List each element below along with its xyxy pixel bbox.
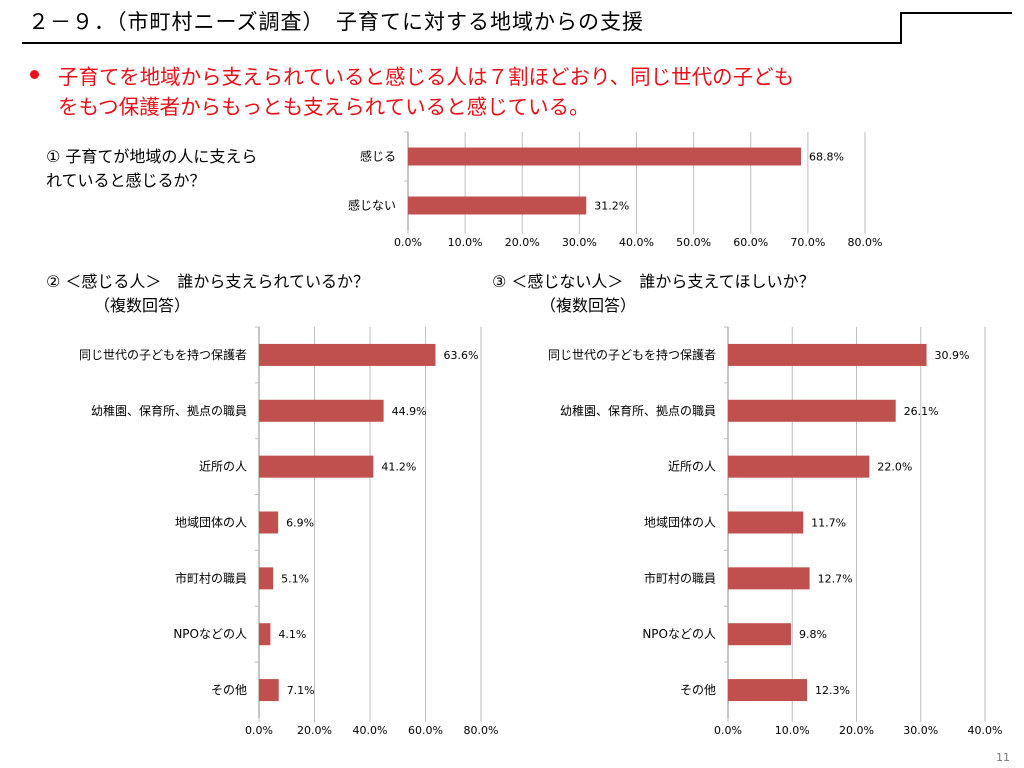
chart-3-data-label: 26.1% bbox=[904, 405, 939, 418]
chart-3-bar bbox=[728, 679, 808, 702]
chart-2-bar bbox=[259, 623, 271, 646]
chart-3-category-label: 市町村の職員 bbox=[644, 570, 716, 585]
question-3-line-1: ③ ＜感じない人＞ 誰から支えてほしいか？ bbox=[492, 272, 815, 291]
question-3: ③ ＜感じない人＞ 誰から支えてほしいか？ （複数回答） bbox=[492, 270, 815, 318]
corner-frame-top bbox=[900, 12, 1012, 14]
chart-3-bar bbox=[728, 455, 870, 478]
chart-2-data-label: 63.6% bbox=[443, 349, 478, 362]
chart-3-bar bbox=[728, 399, 896, 422]
chart-1-tick-label: 10.0% bbox=[448, 236, 483, 249]
question-2-line-2: （複数回答） bbox=[94, 296, 191, 315]
chart-1-category-label: 感じない bbox=[348, 198, 396, 213]
chart-1-tick-label: 40.0% bbox=[619, 236, 654, 249]
question-1-line-2: れていると感じるか？ bbox=[46, 171, 206, 190]
page-number: 11 bbox=[996, 751, 1010, 764]
chart-1-tick-label: 30.0% bbox=[562, 236, 597, 249]
chart-1-bar bbox=[408, 196, 587, 215]
chart-3-category-label: 同じ世代の子どもを持つ保護者 bbox=[548, 347, 716, 362]
chart-3-category-label: 幼稚園、保育所、拠点の職員 bbox=[560, 403, 716, 418]
chart-3-data-label: 9.8% bbox=[799, 628, 827, 641]
chart-2-tick-label: 40.0% bbox=[353, 724, 388, 737]
chart-2-data-label: 6.9% bbox=[286, 517, 314, 530]
question-2-line-1: ② ＜感じる人＞ 誰から支えられているか？ bbox=[46, 272, 369, 291]
summary-line-2: をもつ保護者からもっとも支えられていると感じている。 bbox=[58, 95, 590, 119]
chart-2-category-label: NPOなどの人 bbox=[173, 627, 247, 641]
question-3-line-2: （複数回答） bbox=[540, 296, 637, 315]
chart-3-data-label: 12.7% bbox=[818, 572, 853, 585]
chart-3-bar bbox=[728, 343, 927, 366]
chart-2-bar bbox=[259, 455, 374, 478]
summary-text: 子育てを地域から支えられていると感じる人は７割ほどおり、同じ世代の子ども をもつ… bbox=[58, 62, 1008, 122]
chart-2-category-label: 市町村の職員 bbox=[175, 570, 247, 585]
chart-2-category-label: 幼稚園、保育所、拠点の職員 bbox=[91, 403, 247, 418]
chart-1-data-label: 31.2% bbox=[594, 200, 629, 213]
chart-2-tick-label: 20.0% bbox=[297, 724, 332, 737]
chart-2-data-label: 44.9% bbox=[392, 405, 427, 418]
chart-2-tick-label: 60.0% bbox=[408, 724, 443, 737]
chart-3-tick-label: 30.0% bbox=[903, 724, 938, 737]
chart-3-tick-label: 10.0% bbox=[775, 724, 810, 737]
chart-3-bar bbox=[728, 567, 810, 590]
chart-3-category-label: NPOなどの人 bbox=[642, 627, 716, 641]
chart-2-category-label: 同じ世代の子どもを持つ保護者 bbox=[79, 347, 247, 362]
chart-1-category-label: 感じる bbox=[360, 149, 396, 164]
chart-2-bar bbox=[259, 511, 279, 534]
chart-2-data-label: 5.1% bbox=[281, 572, 309, 585]
chart-2-tick-label: 80.0% bbox=[464, 724, 499, 737]
chart-1-tick-label: 20.0% bbox=[505, 236, 540, 249]
chart-3-bar bbox=[728, 623, 791, 646]
chart-3-data-label: 22.0% bbox=[877, 461, 912, 474]
chart-2-data-label: 4.1% bbox=[278, 628, 306, 641]
chart-1-tick-label: 0.0% bbox=[394, 236, 422, 249]
chart-3-data-label: 12.3% bbox=[815, 684, 850, 697]
summary-line-1: 子育てを地域から支えられていると感じる人は７割ほどおり、同じ世代の子ども bbox=[58, 65, 795, 89]
chart-2-data-label: 7.1% bbox=[287, 684, 315, 697]
chart-1-bar bbox=[408, 147, 802, 166]
chart-2-bar bbox=[259, 343, 436, 366]
chart-1-tick-label: 80.0% bbox=[848, 236, 883, 249]
chart-3-tick-label: 40.0% bbox=[968, 724, 1003, 737]
title-rule bbox=[22, 42, 900, 44]
chart-3-category-label: 近所の人 bbox=[668, 460, 716, 474]
chart-2-category-label: その他 bbox=[211, 683, 247, 697]
chart-3-tick-label: 20.0% bbox=[839, 724, 874, 737]
slide-title: ２－９．（市町村ニーズ調査） 子育てに対する地域からの支援 bbox=[28, 10, 644, 34]
chart-3-tick-label: 0.0% bbox=[714, 724, 742, 737]
chart-3-data-label: 30.9% bbox=[935, 349, 970, 362]
chart-3-category-label: 地域団体の人 bbox=[644, 516, 716, 530]
chart-3-data-label: 11.7% bbox=[811, 517, 846, 530]
chart-2-bar bbox=[259, 567, 274, 590]
chart-3-category-label: その他 bbox=[680, 683, 716, 697]
question-1: ① 子育てが地域の人に支えら れていると感じるか？ bbox=[46, 145, 257, 193]
chart-2-bar bbox=[259, 399, 384, 422]
chart-3-bar bbox=[728, 511, 804, 534]
chart-2-category-label: 地域団体の人 bbox=[175, 516, 247, 530]
chart-2-data-label: 41.2% bbox=[381, 461, 416, 474]
chart-1-tick-label: 70.0% bbox=[790, 236, 825, 249]
chart-2-bar bbox=[259, 679, 279, 702]
chart-2-tick-label: 0.0% bbox=[245, 724, 273, 737]
question-1-line-1: ① 子育てが地域の人に支えら bbox=[46, 147, 258, 166]
chart-1-tick-label: 50.0% bbox=[676, 236, 711, 249]
corner-frame-side bbox=[900, 12, 902, 44]
bullet-icon bbox=[30, 70, 39, 79]
chart-2-category-label: 近所の人 bbox=[199, 460, 247, 474]
chart-1-data-label: 68.8% bbox=[809, 151, 844, 164]
question-2: ② ＜感じる人＞ 誰から支えられているか？ （複数回答） bbox=[46, 270, 369, 318]
chart-1-tick-label: 60.0% bbox=[733, 236, 768, 249]
